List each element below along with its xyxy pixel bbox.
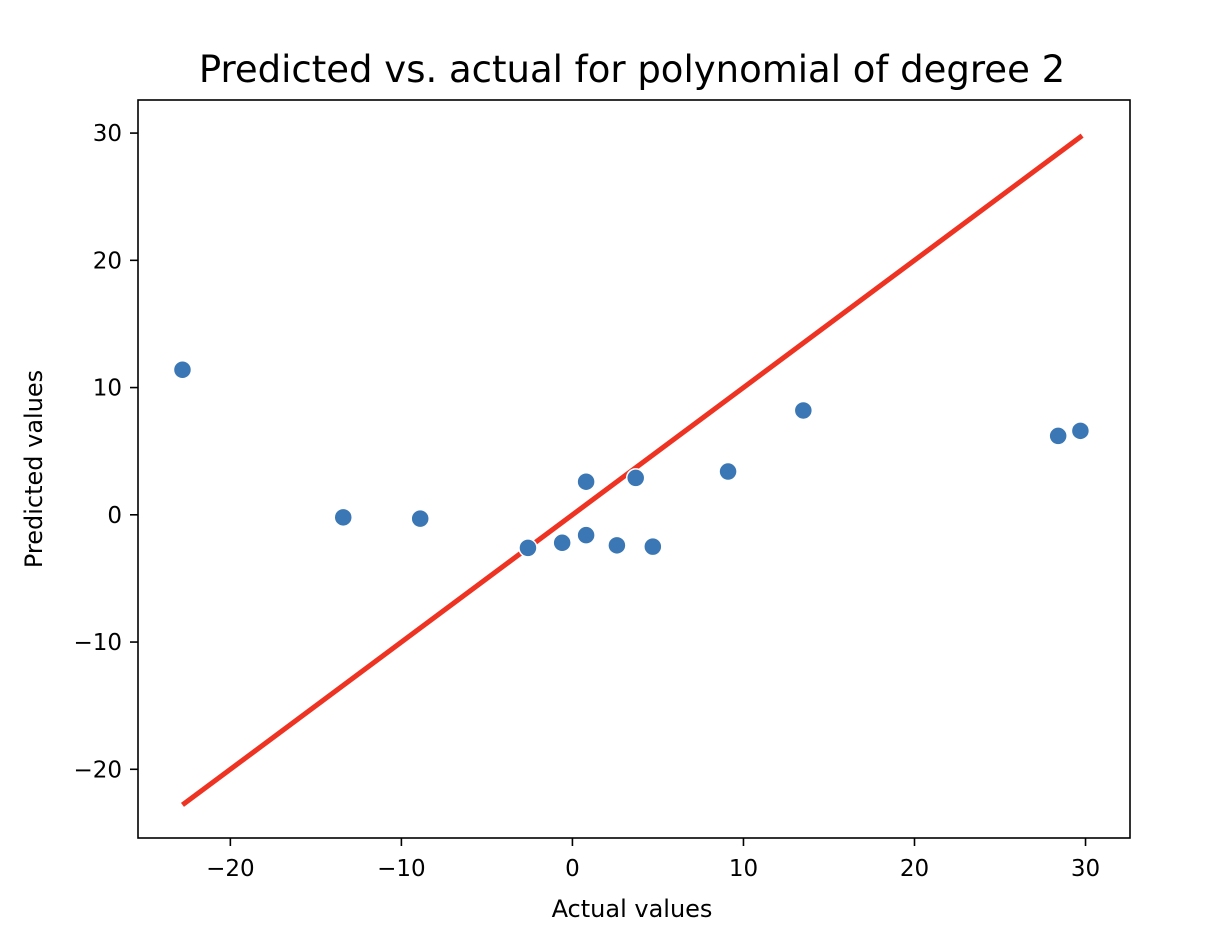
scatter-point [793,400,814,421]
scatter-point [718,461,738,482]
scatter-point [576,471,596,492]
scatter-point [172,360,193,380]
y-tick-label: 30 [93,121,122,147]
series-layer [172,133,1091,807]
y-tick-label: 0 [107,503,122,529]
x-axis: −20 −10 0 10 20 30 [206,838,1100,882]
scatter-point [552,533,572,553]
scatter-point [518,538,538,558]
x-axis-label: Actual values [552,895,713,923]
scatter-point [1070,421,1091,441]
x-tick-label: 30 [1071,856,1100,882]
y-tick-label: −10 [73,630,122,656]
y-axis-label: Predicted values [20,370,48,568]
y-tick-label: 20 [93,248,122,274]
y-tick-label: 10 [93,376,122,402]
x-tick-label: 20 [900,856,929,882]
scatter-point [1048,426,1068,446]
scatter-point [333,507,353,528]
y-axis: −20 −10 0 10 20 30 [73,121,138,783]
scatter-point [607,535,627,556]
x-tick-label: 10 [729,856,758,882]
x-tick-label: −10 [377,856,426,882]
scatter-point [410,508,430,529]
scatter-point [625,468,646,488]
x-tick-label: −20 [206,856,255,882]
chart-title: Predicted vs. actual for polynomial of d… [199,48,1065,91]
scatter-point [576,525,596,545]
scatter-point [643,536,663,557]
y-tick-label: −20 [73,757,122,783]
x-tick-label: 0 [565,856,580,882]
